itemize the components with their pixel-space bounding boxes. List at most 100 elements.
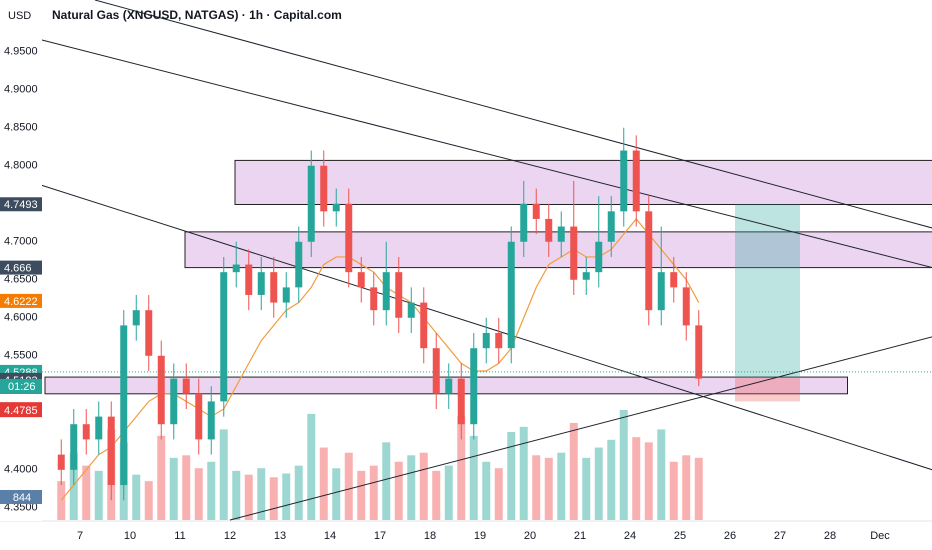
- candle-body: [232, 264, 240, 273]
- x-tick-label: 20: [524, 530, 536, 542]
- volume-bar: [582, 457, 591, 520]
- trend-line: [229, 336, 932, 521]
- volume-bar: [619, 410, 628, 520]
- candle-body: [382, 272, 390, 311]
- candle-body: [320, 165, 328, 212]
- y-tick-label: 4.6000: [4, 312, 38, 324]
- candle-body: [670, 272, 678, 288]
- candle-body: [682, 287, 690, 326]
- volume-bar: [694, 457, 703, 520]
- candle-body: [257, 272, 265, 295]
- candle-body: [620, 150, 628, 212]
- candle-body: [307, 165, 315, 242]
- volume-bar: [132, 474, 141, 520]
- countdown-badge: [0, 378, 42, 393]
- candle-body: [182, 378, 190, 394]
- volume-bar: [632, 437, 641, 520]
- candle-body: [495, 332, 503, 349]
- trend-line: [94, 0, 932, 229]
- price-axis: [0, 0, 42, 521]
- price-badge: [0, 293, 42, 308]
- x-tick-label: 21: [574, 530, 586, 542]
- candle-body: [520, 203, 528, 242]
- volume-bar: [94, 470, 103, 520]
- candle-body: [420, 302, 428, 349]
- volume-bar: [357, 470, 366, 520]
- candle-body: [632, 150, 640, 212]
- volume-bar: [682, 455, 691, 520]
- candle-body: [457, 378, 465, 425]
- x-tick-label: 27: [774, 530, 786, 542]
- candle-body: [345, 203, 353, 273]
- candle-body: [157, 355, 165, 425]
- x-tick-label: 11: [174, 530, 185, 542]
- candle-body: [607, 211, 615, 242]
- volume-bar: [469, 435, 478, 520]
- volume-bar: [369, 465, 378, 520]
- x-tick-label: 19: [474, 530, 486, 542]
- volume-bar: [444, 465, 453, 520]
- x-tick-label: 25: [674, 530, 686, 542]
- volume-bar: [307, 413, 316, 520]
- price-badge: [0, 197, 42, 212]
- y-tick-label: 4.7000: [4, 236, 38, 248]
- volume-bar: [569, 422, 578, 520]
- candle-body: [595, 241, 603, 273]
- candle-body: [570, 226, 578, 280]
- volume-badge-label: 844: [13, 492, 31, 504]
- price-badge-label: 4.6222: [4, 296, 38, 308]
- moving-average: [60, 218, 700, 501]
- price-badge: [0, 403, 42, 418]
- volume-bar: [294, 465, 303, 520]
- volume-bar: [332, 468, 341, 520]
- x-tick-label: 13: [274, 530, 286, 542]
- candle-body: [120, 325, 128, 486]
- candle-body: [170, 378, 178, 425]
- price-badge-label: 4.4785: [4, 405, 38, 417]
- volume-bar: [244, 474, 253, 520]
- volume-bar: [419, 452, 428, 520]
- zone: [234, 159, 932, 206]
- volume-bar: [557, 452, 566, 520]
- x-tick-label: 14: [324, 530, 336, 542]
- candle-body: [445, 378, 453, 394]
- candle-body: [95, 416, 103, 440]
- price-badge-label: 4.7493: [4, 199, 38, 211]
- volume-bar: [269, 477, 278, 520]
- y-tick-label: 4.8000: [4, 160, 38, 172]
- candle-body: [695, 325, 703, 379]
- volume-bar: [607, 439, 616, 520]
- candle-body: [295, 241, 303, 288]
- candle-body: [645, 211, 653, 311]
- volume-bar: [319, 447, 328, 520]
- volume-bar: [644, 442, 653, 520]
- candle-body: [57, 454, 65, 470]
- volume-bar: [82, 465, 91, 520]
- plot: [39, 0, 932, 521]
- x-tick-label: 7: [77, 530, 83, 542]
- countdown: 01:26: [8, 381, 36, 393]
- volume-bar: [144, 481, 153, 520]
- y-tick-label: 4.5500: [4, 350, 38, 362]
- volume-bar: [219, 429, 228, 520]
- volume-bar: [344, 452, 353, 520]
- x-tick-label: 26: [724, 530, 736, 542]
- volume-bar: [169, 457, 178, 520]
- title: Natural Gas (XNGUSD, NATGAS) · 1h · Capi…: [52, 8, 342, 22]
- candle-body: [220, 272, 228, 402]
- candle-body: [507, 241, 515, 349]
- volume-bar: [157, 435, 166, 520]
- volume-bar: [482, 461, 491, 520]
- candle-body: [395, 272, 403, 318]
- candle-body: [545, 218, 553, 242]
- candle-body: [70, 424, 78, 470]
- volume-bar: [182, 455, 191, 520]
- candle-body: [195, 393, 203, 440]
- volume-bar: [394, 461, 403, 520]
- candle-body: [245, 264, 253, 295]
- y-tick-label: 4.4000: [4, 464, 38, 476]
- x-tick-label: 18: [424, 530, 436, 542]
- candle-body: [332, 203, 340, 212]
- volume-bar: [207, 461, 216, 520]
